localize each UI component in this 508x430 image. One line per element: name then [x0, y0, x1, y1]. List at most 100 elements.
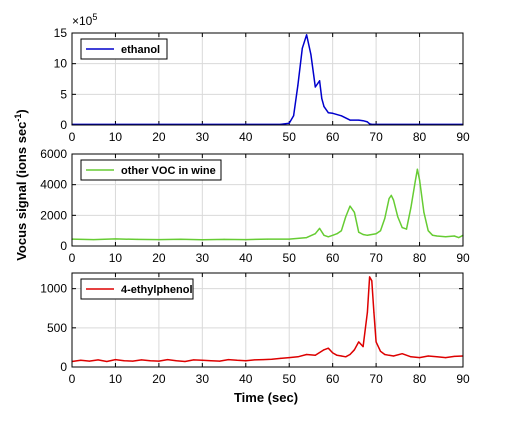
x-tick-label: 90 — [456, 130, 470, 144]
x-tick-label: 20 — [152, 130, 166, 144]
data-point — [388, 197, 390, 200]
data-point — [271, 358, 273, 360]
data-point — [327, 347, 329, 349]
data-point — [288, 357, 290, 359]
data-point — [445, 236, 447, 238]
data-point — [236, 359, 238, 361]
legend-box — [80, 159, 222, 181]
data-point — [306, 236, 308, 239]
data-point — [388, 354, 390, 356]
data-point — [332, 112, 334, 114]
data-point — [332, 352, 334, 354]
x-tick-label: 40 — [239, 372, 253, 386]
y-tick-label: 0 — [60, 239, 67, 253]
data-point — [140, 359, 143, 361]
data-point — [384, 217, 386, 219]
data-point — [306, 34, 308, 36]
data-point — [132, 360, 134, 362]
y-exponent-label: ×105 — [72, 12, 97, 28]
data-point — [210, 360, 212, 362]
data-point — [327, 236, 329, 238]
data-point — [384, 353, 386, 356]
data-point — [345, 216, 347, 218]
data-point — [423, 211, 425, 213]
y-tick-label: 10 — [54, 57, 68, 71]
x-tick-label: 80 — [413, 372, 427, 386]
data-point — [297, 84, 299, 86]
series-line-other-VOC-in-wine — [71, 168, 464, 241]
x-tick-label: 60 — [326, 251, 340, 265]
data-point — [314, 354, 316, 356]
data-point — [292, 115, 295, 117]
x-tick-label: 70 — [369, 130, 383, 144]
data-point — [431, 234, 434, 236]
data-point — [327, 112, 329, 114]
data-point — [314, 233, 316, 235]
data-point — [310, 53, 312, 56]
data-point — [106, 360, 108, 363]
y-tick-label: 6000 — [40, 147, 67, 161]
data-point — [321, 98, 323, 100]
y-tick-label: 5 — [60, 87, 67, 101]
series-line-ethanol — [72, 34, 463, 126]
data-point — [371, 280, 373, 282]
data-point — [373, 311, 375, 313]
data-point — [227, 358, 229, 361]
data-point — [245, 360, 247, 362]
data-point — [323, 234, 325, 236]
data-point — [345, 356, 347, 358]
data-point — [397, 216, 399, 218]
data-point — [288, 122, 290, 124]
data-point — [340, 355, 342, 357]
x-tick-label: 90 — [456, 251, 470, 265]
data-point — [401, 353, 403, 355]
x-tick-label: 60 — [326, 130, 340, 144]
panel-1: 0 10 20 30 40 50 60 70 80 90 0 5 10 15 ×105 ethanol — [54, 12, 470, 144]
data-point — [114, 358, 117, 361]
x-tick-label: 80 — [413, 130, 427, 144]
data-point — [349, 119, 351, 121]
data-point — [93, 238, 95, 241]
x-tick-label: 70 — [369, 251, 383, 265]
data-point — [405, 228, 408, 230]
x-tick-label: 10 — [109, 130, 123, 144]
panel-3: 0 10 20 30 40 50 60 70 80 90 0 500 1000 4-ethylphenol — [40, 272, 470, 386]
x-tick-label: 80 — [413, 251, 427, 265]
data-point — [340, 230, 342, 232]
data-point — [358, 341, 360, 343]
data-point — [416, 168, 418, 170]
y-axis-label-close: ) — [14, 109, 29, 113]
legend-label: other VOC in wine — [121, 165, 216, 177]
data-point — [418, 179, 421, 181]
y-tick-label: 0 — [60, 118, 67, 132]
data-point — [368, 276, 371, 278]
data-point — [353, 349, 355, 351]
x-tick-label: 20 — [152, 251, 166, 265]
data-point — [262, 358, 264, 361]
y-axis-label-superscript: -1 — [13, 114, 23, 122]
data-point — [336, 354, 338, 356]
data-point — [193, 359, 195, 361]
data-point — [184, 360, 186, 363]
data-point — [358, 119, 360, 121]
data-point — [368, 123, 371, 125]
data-point — [410, 207, 412, 209]
data-point — [358, 231, 360, 233]
data-point — [297, 356, 299, 358]
data-point — [332, 234, 334, 236]
data-point — [414, 181, 416, 183]
data-point — [323, 106, 325, 108]
data-point — [436, 235, 438, 237]
data-point — [88, 360, 90, 362]
data-point — [97, 359, 99, 361]
legend-box — [80, 38, 168, 60]
data-point — [136, 238, 138, 241]
data-point — [306, 353, 308, 356]
data-point — [336, 233, 338, 235]
data-point — [314, 86, 316, 88]
x-tick-label: 40 — [239, 130, 253, 144]
data-point — [392, 199, 395, 201]
data-point — [166, 358, 169, 361]
